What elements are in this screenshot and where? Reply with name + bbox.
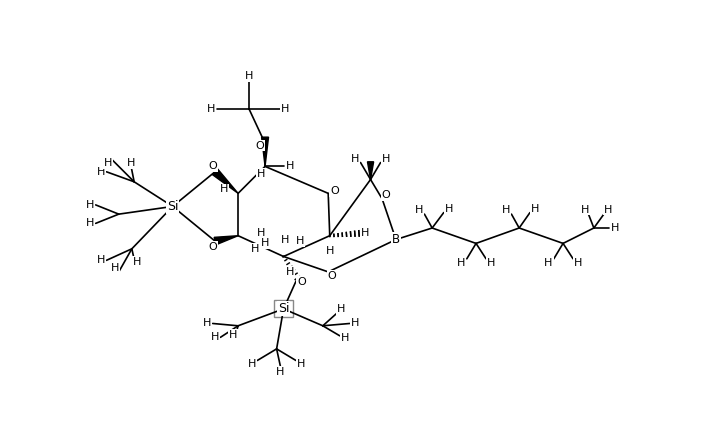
Text: O: O: [208, 242, 217, 252]
Text: H: H: [97, 167, 105, 177]
Text: H: H: [581, 205, 589, 215]
Text: H: H: [351, 319, 359, 329]
Text: H: H: [296, 236, 304, 246]
Text: H: H: [502, 205, 510, 215]
Text: H: H: [211, 333, 219, 342]
Text: B: B: [392, 233, 400, 246]
Text: H: H: [133, 257, 141, 267]
Text: H: H: [574, 258, 583, 267]
Text: H: H: [297, 359, 305, 369]
Text: H: H: [611, 223, 619, 233]
FancyBboxPatch shape: [274, 300, 293, 317]
Text: H: H: [111, 263, 119, 273]
Polygon shape: [262, 137, 269, 166]
Text: H: H: [104, 158, 112, 168]
Text: H: H: [229, 330, 237, 340]
Text: H: H: [445, 204, 453, 214]
Text: H: H: [604, 205, 612, 215]
Text: O: O: [328, 271, 336, 281]
Text: H: H: [127, 158, 135, 168]
Text: H: H: [277, 367, 284, 377]
Text: H: H: [86, 218, 95, 229]
Text: H: H: [286, 161, 295, 171]
Text: H: H: [281, 235, 289, 245]
Text: H: H: [544, 258, 552, 267]
Text: H: H: [361, 229, 369, 239]
Text: H: H: [261, 238, 270, 248]
Text: O: O: [297, 277, 305, 287]
Text: H: H: [257, 229, 265, 239]
Text: H: H: [281, 104, 289, 114]
Text: H: H: [86, 200, 95, 210]
Text: H: H: [382, 154, 390, 164]
Text: H: H: [457, 258, 465, 267]
Text: H: H: [248, 359, 256, 369]
Text: O: O: [330, 186, 339, 196]
Text: H: H: [341, 333, 350, 343]
Text: H: H: [415, 205, 423, 215]
Text: H: H: [220, 184, 228, 194]
Text: H: H: [337, 304, 345, 314]
Text: H: H: [97, 255, 105, 265]
Text: H: H: [245, 71, 253, 81]
Polygon shape: [367, 162, 373, 180]
Text: H: H: [531, 204, 540, 214]
Text: Si: Si: [167, 200, 178, 213]
Text: O: O: [382, 190, 390, 200]
Polygon shape: [214, 236, 238, 245]
Text: H: H: [203, 319, 211, 329]
Text: O: O: [256, 141, 264, 151]
Text: H: H: [286, 267, 294, 277]
Text: O: O: [208, 161, 217, 170]
Text: H: H: [257, 169, 265, 179]
Polygon shape: [213, 169, 238, 193]
Text: H: H: [351, 154, 359, 164]
Text: Si: Si: [278, 302, 289, 316]
Text: H: H: [326, 246, 335, 256]
Text: H: H: [207, 104, 216, 114]
Text: H: H: [487, 258, 496, 267]
Text: H: H: [251, 244, 259, 254]
